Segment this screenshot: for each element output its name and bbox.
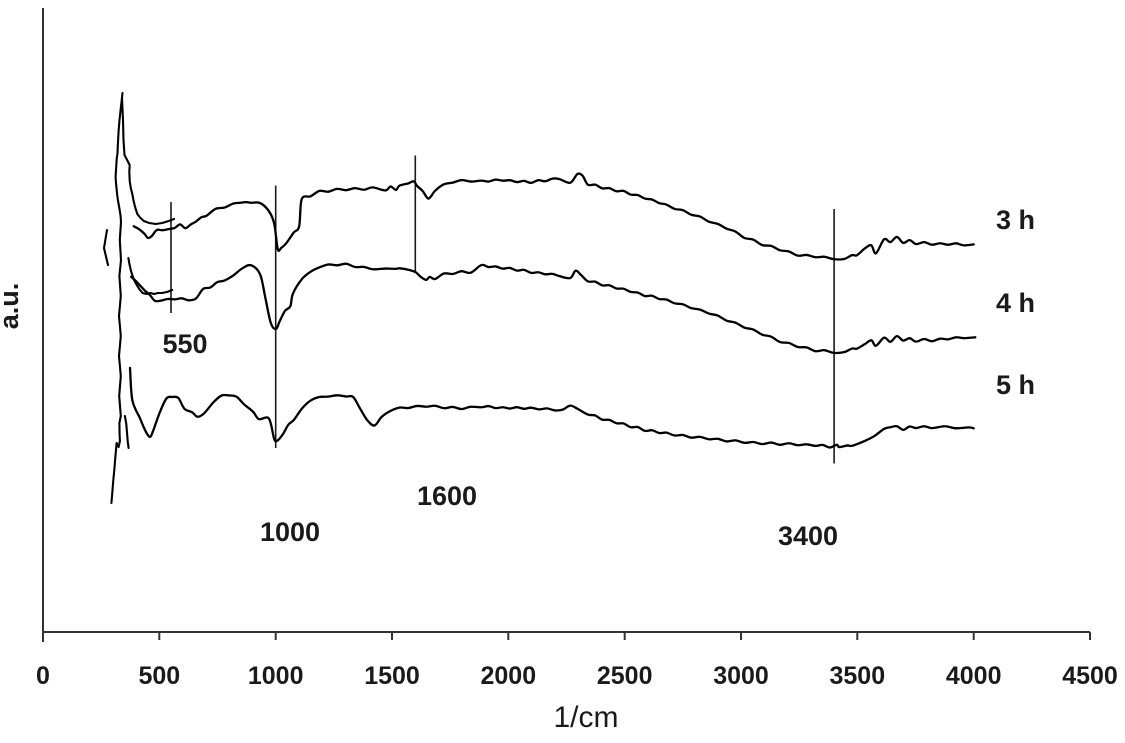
svg-text:1500: 1500 xyxy=(364,662,420,690)
svg-text:0: 0 xyxy=(36,662,50,690)
svg-text:1600: 1600 xyxy=(417,481,477,511)
svg-text:2500: 2500 xyxy=(597,662,653,690)
svg-text:5 h: 5 h xyxy=(996,370,1035,400)
svg-text:3400: 3400 xyxy=(778,521,838,551)
svg-text:2000: 2000 xyxy=(480,662,536,690)
svg-text:a.u.: a.u. xyxy=(0,283,24,330)
svg-text:500: 500 xyxy=(138,662,180,690)
svg-text:3000: 3000 xyxy=(713,662,769,690)
svg-text:1/cm: 1/cm xyxy=(553,701,618,734)
svg-text:3500: 3500 xyxy=(829,662,885,690)
svg-text:4500: 4500 xyxy=(1062,662,1118,690)
svg-text:550: 550 xyxy=(162,329,207,359)
svg-text:4 h: 4 h xyxy=(996,288,1035,318)
svg-text:1000: 1000 xyxy=(260,517,320,547)
svg-text:1000: 1000 xyxy=(248,662,304,690)
svg-text:4000: 4000 xyxy=(946,662,1002,690)
svg-text:3 h: 3 h xyxy=(996,205,1035,235)
